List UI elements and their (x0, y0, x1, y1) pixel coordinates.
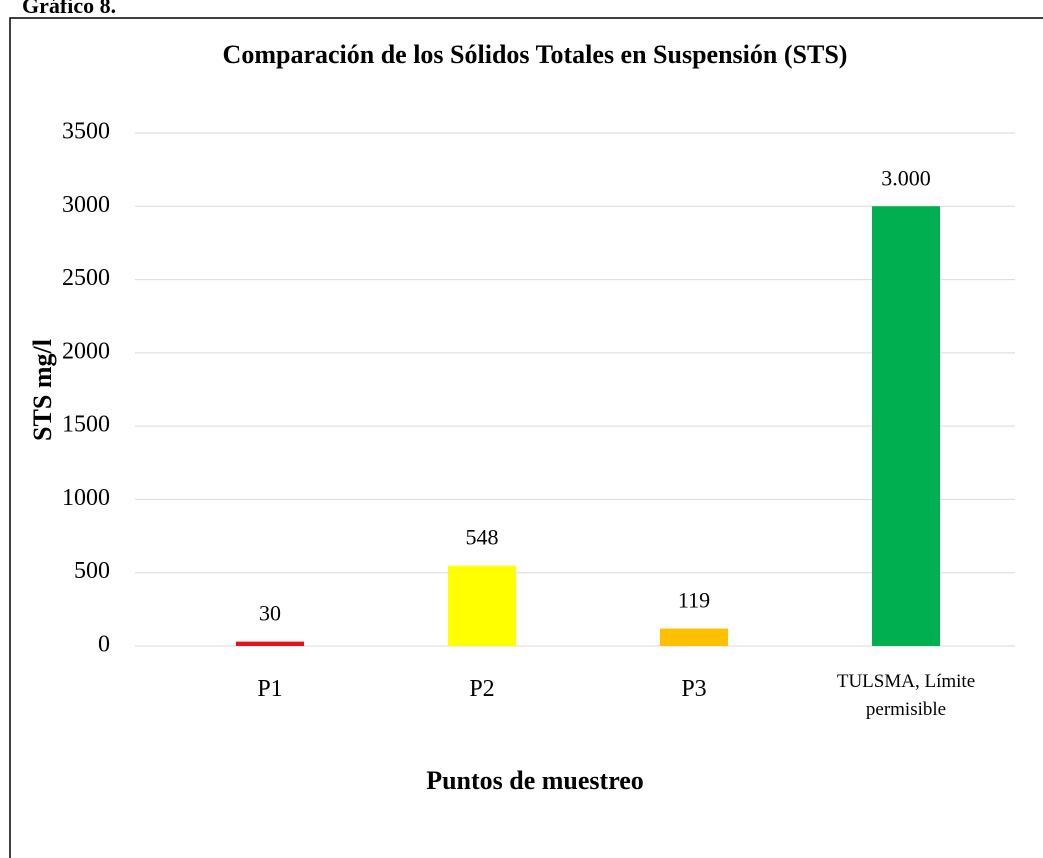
value-label: 3.000 (881, 165, 931, 190)
x-tick-label: TULSMA, Límite permisible (836, 671, 976, 720)
caption: Gráfico 8. (22, 0, 116, 18)
x-tick-label: P3 (681, 676, 707, 702)
frame (9, 17, 1043, 858)
x-tick-label: P2 (469, 676, 495, 702)
bar (448, 565, 516, 646)
y-tick-label: 3500 (62, 119, 110, 145)
x-tick-label: P1 (257, 676, 283, 702)
bar (872, 206, 940, 647)
caption-bg (10, 0, 170, 17)
value-label: 548 (466, 525, 499, 550)
bar (236, 641, 304, 646)
chart-title: Comparación de los Sólidos Totales en Su… (223, 40, 848, 69)
y-tick-label: 1500 (62, 412, 110, 438)
y-tick-label: 2500 (62, 265, 110, 291)
value-label: 119 (678, 588, 710, 613)
y-tick-label: 3000 (62, 192, 110, 218)
bar (660, 628, 728, 646)
y-tick-label: 1000 (62, 485, 110, 511)
y-tick-label: 0 (98, 632, 110, 658)
y-axis-label: STS mg/l (28, 339, 57, 441)
y-tick-label: 500 (74, 558, 110, 584)
value-label: 30 (259, 601, 281, 626)
x-axis-label: Puntos de muestreo (426, 766, 644, 795)
y-tick-label: 2000 (62, 338, 110, 364)
